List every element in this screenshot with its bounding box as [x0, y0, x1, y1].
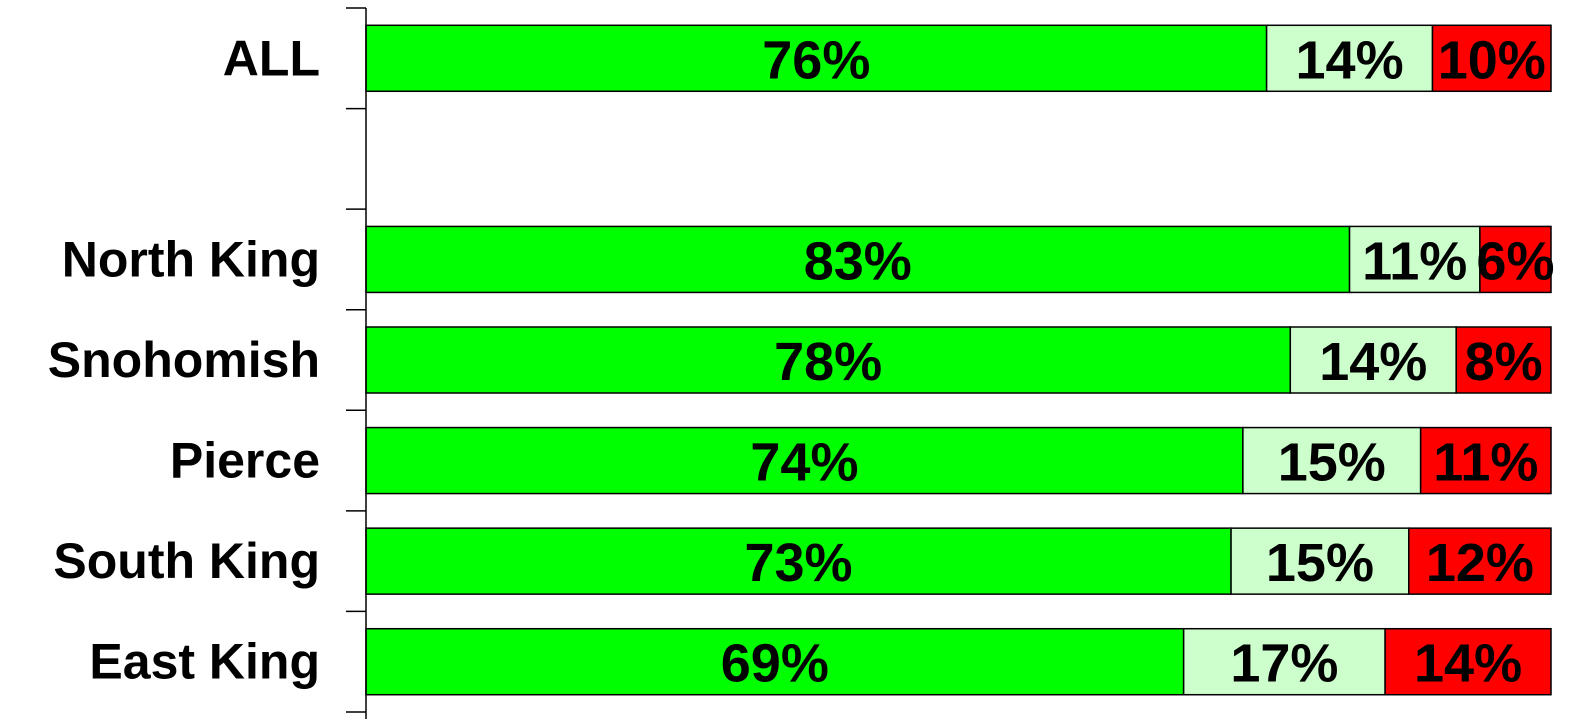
bar-segment — [1408, 527, 1552, 595]
data-label: 6% — [1476, 231, 1554, 291]
y-tick-label: ALL — [223, 30, 320, 86]
data-label: 69% — [721, 634, 829, 694]
data-label: 11% — [1362, 231, 1467, 291]
data-label: 78% — [774, 332, 882, 392]
data-label: 83% — [804, 231, 912, 291]
y-tick-label: North King — [62, 231, 320, 287]
bar-segment — [1455, 326, 1552, 394]
bar-segment — [365, 225, 1351, 294]
data-label: 14% — [1296, 30, 1404, 90]
bar-segment — [1348, 225, 1481, 294]
data-label: 74% — [750, 433, 858, 493]
y-tick-label: Snohomish — [48, 332, 320, 388]
bar-segment — [1289, 326, 1457, 394]
data-label: 15% — [1266, 533, 1374, 593]
data-label: 14% — [1414, 634, 1522, 694]
bar-segment — [365, 527, 1232, 595]
data-label: 73% — [744, 533, 852, 593]
bar-segment — [365, 426, 1244, 495]
bar-segment — [1182, 627, 1386, 696]
data-label: 14% — [1319, 332, 1427, 392]
y-tick-label: East King — [89, 634, 320, 690]
bar-segment — [1431, 24, 1552, 93]
data-label: 15% — [1278, 433, 1386, 493]
bar-segment — [1384, 627, 1552, 696]
data-label: 11% — [1433, 433, 1538, 493]
y-tick-label: South King — [53, 533, 320, 589]
data-label: 76% — [762, 30, 870, 90]
y-tick-label: Pierce — [170, 433, 320, 489]
bar-segment — [365, 326, 1292, 394]
bar-segment — [1265, 24, 1434, 93]
bar-segment — [1419, 426, 1552, 495]
data-label: 12% — [1426, 533, 1534, 593]
bar-segment — [1479, 225, 1552, 294]
bar-segment — [1230, 527, 1410, 595]
data-label: 8% — [1465, 332, 1543, 392]
data-label: 10% — [1438, 30, 1546, 90]
bar-segment — [365, 24, 1268, 93]
data-label: 17% — [1230, 634, 1338, 694]
